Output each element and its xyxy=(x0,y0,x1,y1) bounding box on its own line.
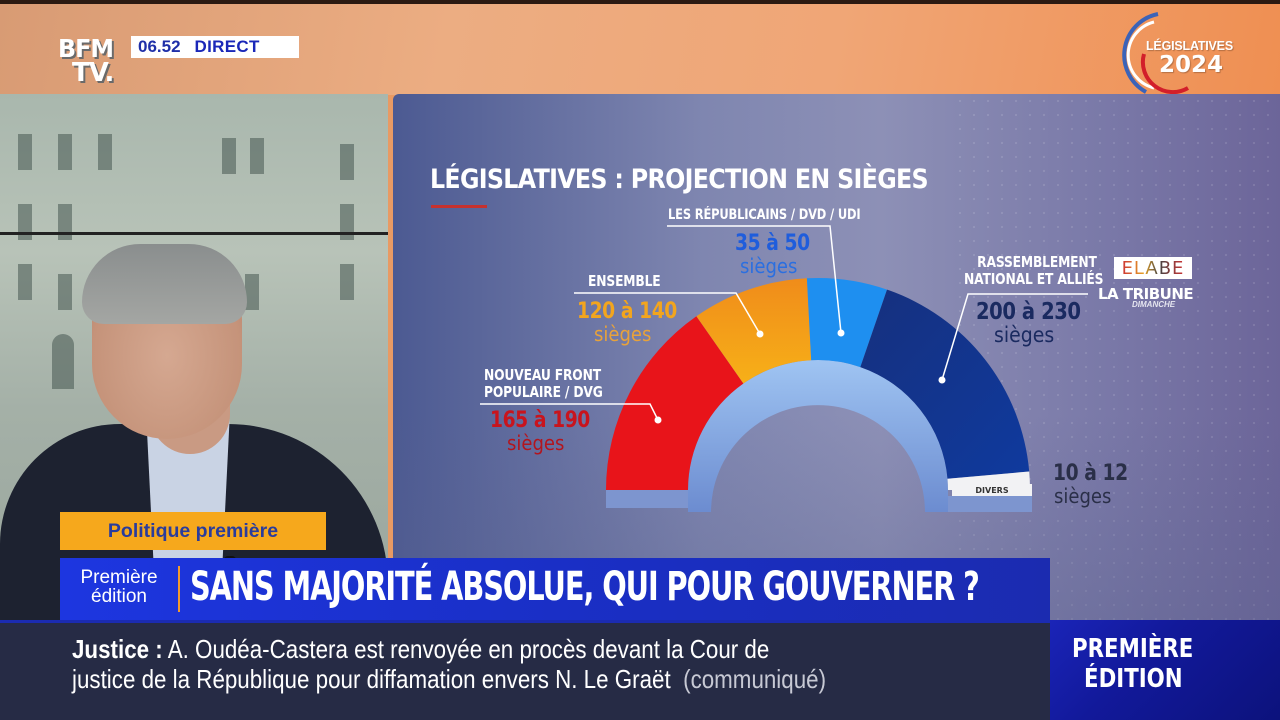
callout-dot-lr xyxy=(837,329,845,337)
edition-line2: édition xyxy=(91,586,147,607)
tribune-logo-sub: DIMANCHE xyxy=(1132,300,1176,309)
seats-rn: 200 à 230 xyxy=(976,299,1081,325)
title-accent-line xyxy=(431,205,487,208)
edition-line1: Première xyxy=(80,567,158,588)
logo-text-bfm: BFM xyxy=(58,34,114,63)
divers-strip: DIVERS xyxy=(952,484,1032,496)
callout-dot-nfp xyxy=(654,416,662,424)
segment-ensemble[interactable] xyxy=(696,278,812,384)
bfmtv-logo: BFM TV. xyxy=(58,34,124,92)
ticker-line-2: justice de la République pour diffamatio… xyxy=(72,664,826,694)
presenter-hair xyxy=(82,244,247,324)
party-label-rn: RASSEMBLEMENT NATIONAL ET ALLIÉS xyxy=(964,253,1104,288)
seats-unit-divers: sièges xyxy=(1054,484,1112,508)
hemicycle-inner-ring xyxy=(688,360,948,512)
callout-dot-ensemble xyxy=(756,330,764,338)
callout-dot-rn xyxy=(938,376,946,384)
seats-nfp: 165 à 190 xyxy=(490,408,590,433)
elabe-logo-text: ELABE xyxy=(1121,257,1185,279)
brand-line1: PREMIÈRE xyxy=(1072,634,1194,664)
party-label-nfp: NOUVEAU FRONT POPULAIRE / DVG xyxy=(484,367,603,400)
party-label-lr: LES RÉPUBLICAINS / DVD / UDI xyxy=(668,207,861,223)
segment-lr[interactable] xyxy=(806,278,887,368)
news-ticker xyxy=(0,620,1050,720)
tribune-logo: LA TRIBUNE xyxy=(1098,285,1194,303)
party-label-nfp-line2: POPULAIRE / DVG xyxy=(484,382,603,401)
clock-time: 06.52 xyxy=(138,37,181,56)
leader-rn xyxy=(941,293,1088,381)
seats-unit-ensemble: sièges xyxy=(594,322,652,346)
seats-unit-lr: sièges xyxy=(740,254,798,278)
chart-title: LÉGISLATIVES : PROJECTION EN SIÈGES xyxy=(430,164,929,195)
seats-unit-rn: sièges xyxy=(994,323,1055,347)
live-label: DIRECT xyxy=(194,37,260,56)
show-tag: Politique première xyxy=(60,512,326,550)
ticker-source: (communiqué) xyxy=(683,664,827,694)
seats-lr: 35 à 50 xyxy=(735,231,810,256)
base-right xyxy=(948,496,1032,512)
party-label-rn-line2: NATIONAL ET ALLIÉS xyxy=(964,269,1104,288)
leader-ensemble xyxy=(574,292,761,335)
elabe-logo: ELABE xyxy=(1114,257,1192,279)
tricolor-arc-icon xyxy=(1122,12,1190,95)
party-label-ensemble: ENSEMBLE xyxy=(588,272,661,290)
logo-text-tv: TV. xyxy=(72,58,114,88)
dot-pattern xyxy=(953,94,1280,620)
segment-rn[interactable] xyxy=(860,289,1030,479)
ticker-line-1: Justice : A. Oudéa-Castera est renvoyée … xyxy=(72,634,769,664)
program-brand-box: PREMIÈRE ÉDITION xyxy=(1050,620,1280,720)
headline-separator xyxy=(178,566,180,612)
headline-bar: Première édition SANS MAJORITÉ ABSOLUE, … xyxy=(60,558,1050,620)
leader-lr xyxy=(667,225,842,334)
base-left xyxy=(606,490,688,508)
ticker-text-1: A. Oudéa-Castera est renvoyée en procès … xyxy=(162,634,770,664)
party-label-rn-line1: RASSEMBLEMENT xyxy=(977,253,1097,271)
elections-year: 2024 xyxy=(1159,52,1224,78)
ticker-category: Justice : xyxy=(72,634,163,664)
edition-label: Première édition xyxy=(66,568,172,606)
ticker-text-2: justice de la République pour diffamatio… xyxy=(72,664,671,694)
segment-nfp[interactable] xyxy=(606,316,744,490)
divers-strip-label: DIVERS xyxy=(975,485,1009,495)
elections-badge: LÉGISLATIVES 2024 xyxy=(1118,8,1268,98)
live-indicator: 06.52 DIRECT xyxy=(131,36,299,58)
studio-divider xyxy=(0,232,388,235)
show-tag-label: Politique première xyxy=(107,519,279,542)
party-label-nfp-line1: NOUVEAU FRONT xyxy=(484,366,601,384)
headline-text: SANS MAJORITÉ ABSOLUE, QUI POUR GOUVERNE… xyxy=(190,564,980,610)
seats-ensemble: 120 à 140 xyxy=(577,299,677,324)
leader-nfp xyxy=(480,403,659,421)
elections-title: LÉGISLATIVES xyxy=(1146,39,1233,53)
seats-divers: 10 à 12 xyxy=(1053,461,1128,486)
seats-unit-nfp: sièges xyxy=(507,431,565,455)
brand-line2: ÉDITION xyxy=(1084,664,1183,694)
